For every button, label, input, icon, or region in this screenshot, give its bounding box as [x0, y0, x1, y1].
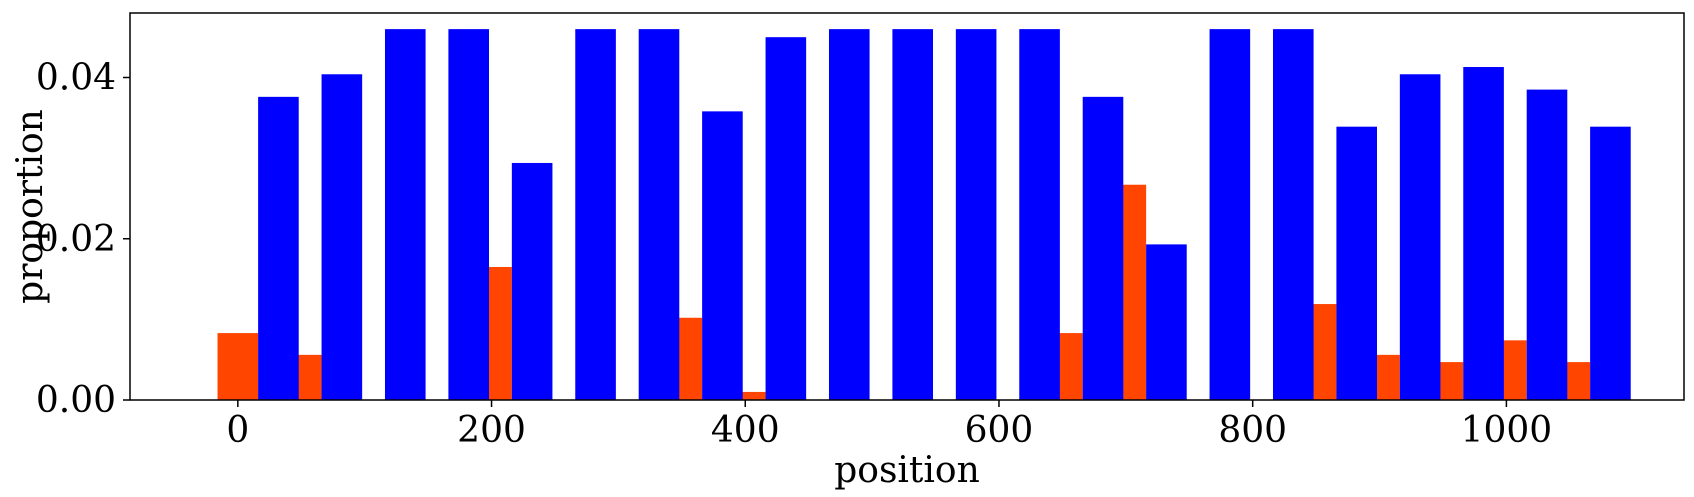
- bar-series2-10: [892, 29, 934, 400]
- y-axis-label: proportion: [10, 109, 51, 304]
- bar-series2-9: [828, 29, 870, 400]
- bar-series2-11: [955, 29, 997, 400]
- bar-series2-16: [1272, 29, 1314, 400]
- bar-series2-18: [1399, 74, 1441, 401]
- x-tick-label: 600: [965, 410, 1034, 451]
- y-tick-label: 0.00: [36, 380, 116, 421]
- bar-series2-17: [1336, 126, 1378, 401]
- y-tick-label: 0.02: [36, 219, 116, 260]
- bar-series2-20: [1526, 89, 1568, 400]
- bar-series2-19: [1463, 67, 1504, 401]
- bar-series1-0: [217, 333, 259, 400]
- bar-series2-15: [1209, 29, 1251, 400]
- y-axis-ticks: 0.00 0.02 0.04: [36, 58, 130, 421]
- bar-series2-4: [511, 162, 553, 400]
- bar-series2-3: [448, 29, 490, 400]
- x-tick-label: 1000: [1461, 410, 1553, 451]
- bar-series2-13: [1082, 96, 1124, 400]
- x-axis-label: position: [834, 450, 980, 491]
- plot-frame: [129, 12, 1685, 401]
- x-axis-ticks: 0 200 400 600 800 1000: [226, 400, 1552, 451]
- bar-series2-12: [1019, 29, 1060, 400]
- bar-series2-8: [765, 37, 807, 400]
- bar-series2-1: [321, 74, 363, 401]
- bar-series1-8: [724, 391, 766, 400]
- bar-series2-14: [1146, 244, 1187, 400]
- bar-series2-6: [638, 29, 680, 400]
- bar-series2-2: [384, 29, 426, 400]
- bar-series2-5: [575, 29, 616, 400]
- x-tick-label: 400: [711, 410, 780, 451]
- bar-series2-21: [1590, 126, 1631, 401]
- bar-series2-7: [702, 111, 743, 401]
- x-tick-label: 200: [457, 410, 526, 451]
- y-tick-label: 0.04: [36, 58, 116, 99]
- bar-series2-0: [258, 96, 299, 400]
- x-tick-label: 0: [226, 410, 249, 451]
- bars-layer: [217, 29, 1631, 401]
- x-tick-label: 800: [1218, 410, 1287, 451]
